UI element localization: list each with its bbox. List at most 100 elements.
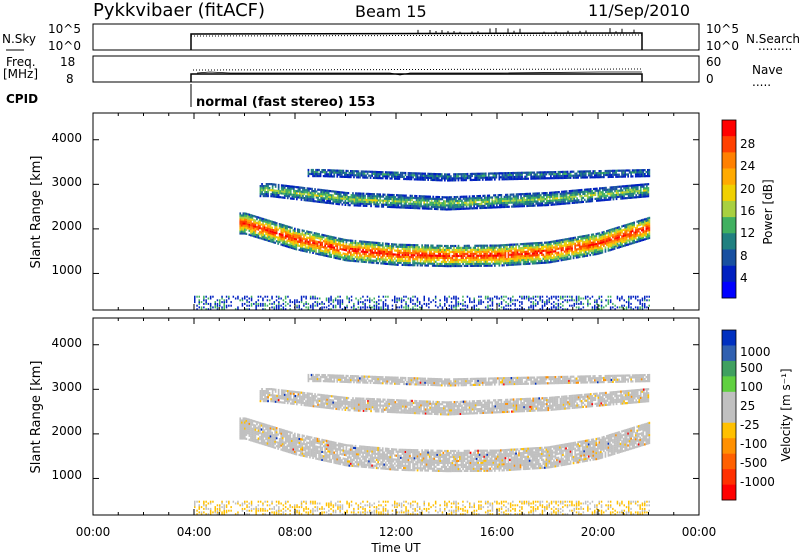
- power-pixel: [380, 177, 382, 180]
- power-pixel: [282, 184, 285, 187]
- power-pixel: [412, 264, 414, 267]
- power-pixel: [379, 193, 381, 196]
- power-pixel: [251, 226, 254, 229]
- power-pixel: [486, 264, 489, 267]
- power-pixel: [321, 195, 324, 198]
- power-pixel: [294, 195, 297, 199]
- power-pixel: [628, 239, 631, 242]
- power-pixel: [336, 245, 339, 248]
- power-pixel: [295, 248, 298, 251]
- power-pixel: [374, 172, 376, 175]
- power-pixel: [623, 195, 625, 198]
- power-pixel: [380, 262, 382, 265]
- power-pixel: [490, 178, 493, 181]
- power-pixel: [387, 250, 390, 254]
- power-pixel: [427, 262, 429, 265]
- power-pixel: [283, 194, 286, 197]
- power-pixel: [636, 192, 639, 195]
- power-pixel: [577, 199, 580, 202]
- power-pixel: [287, 245, 290, 249]
- power-pixel: [458, 203, 460, 207]
- power-pixel: [247, 217, 249, 220]
- power-pixel: [408, 206, 410, 209]
- power-pixel: [384, 256, 387, 259]
- power-pixel: [420, 201, 422, 204]
- power-pixel: [323, 189, 325, 192]
- power-pixel: [265, 226, 267, 229]
- power-pixel: [299, 192, 301, 195]
- power-pixel: [553, 197, 556, 200]
- power-pixel: [365, 244, 367, 248]
- power-pixel: [264, 187, 266, 190]
- power-pixel: [647, 221, 649, 224]
- power-pixel: [477, 258, 479, 261]
- power-pixel: [513, 175, 516, 179]
- power-pixel: [490, 264, 493, 267]
- power-pixel: [551, 252, 554, 255]
- power-pixel: [426, 197, 428, 200]
- power-pixel: [517, 201, 519, 204]
- power-pixel: [509, 257, 511, 260]
- power-pixel: [362, 260, 364, 263]
- power-pixel: [610, 175, 613, 178]
- power-pixel: [474, 172, 476, 175]
- power-pixel: [560, 255, 563, 258]
- power-pixel: [609, 173, 611, 176]
- power-pixel: [453, 254, 455, 258]
- power-pixel: [597, 250, 599, 253]
- power-pixel: [257, 234, 260, 237]
- power-pixel: [512, 247, 514, 250]
- power-pixel: [632, 186, 634, 189]
- power-pixel: [373, 201, 375, 204]
- power-pixel: [553, 171, 555, 174]
- power-pixel: [524, 175, 526, 178]
- power-pixel: [445, 175, 448, 178]
- power-pixel: [403, 255, 405, 258]
- power-pixel: [405, 194, 407, 197]
- power-pixel: [549, 193, 551, 196]
- power-pixel: [386, 258, 389, 261]
- power-pixel: [331, 171, 334, 174]
- power-pixel: [472, 172, 475, 175]
- power-pixel: [328, 245, 331, 248]
- power-pixel: [450, 198, 453, 201]
- power-pixel: [468, 203, 471, 206]
- power-pixel: [636, 173, 639, 176]
- power-pixel: [403, 204, 406, 207]
- power-pixel: [230, 304, 232, 307]
- power-pixel: [296, 194, 298, 197]
- power-pixel: [639, 171, 642, 174]
- power-pixel: [437, 244, 440, 247]
- power-pixel: [525, 252, 528, 255]
- power-pixel: [373, 199, 375, 202]
- power-pixel: [584, 170, 587, 173]
- power-pixel: [513, 263, 516, 266]
- power-pixel: [448, 173, 451, 176]
- power-pixel: [457, 179, 460, 182]
- power-pixel: [489, 262, 492, 265]
- power-pixel: [600, 174, 602, 177]
- power-pixel: [291, 187, 294, 190]
- power-pixel: [512, 255, 514, 258]
- power-pixel: [374, 251, 376, 254]
- power-pixel: [265, 195, 268, 198]
- power-pixel: [569, 249, 572, 252]
- power-pixel: [497, 250, 499, 253]
- power-pixel: [614, 196, 616, 199]
- power-pixel: [289, 246, 292, 249]
- power-pixel: [322, 254, 325, 257]
- power-pixel: [487, 258, 490, 261]
- power-pixel: [293, 197, 295, 200]
- power-pixel: [266, 223, 269, 226]
- power-pixel: [588, 192, 591, 195]
- power-pixel: [344, 195, 347, 198]
- power-pixel: [637, 222, 640, 225]
- power-pixel: [276, 191, 278, 194]
- power-pixel: [328, 173, 331, 176]
- power-pixel: [599, 187, 601, 190]
- power-pixel: [365, 252, 367, 256]
- power-pixel: [574, 242, 576, 245]
- power-pixel: [494, 254, 496, 257]
- power-pixel: [474, 201, 477, 204]
- power-pixel: [428, 176, 431, 179]
